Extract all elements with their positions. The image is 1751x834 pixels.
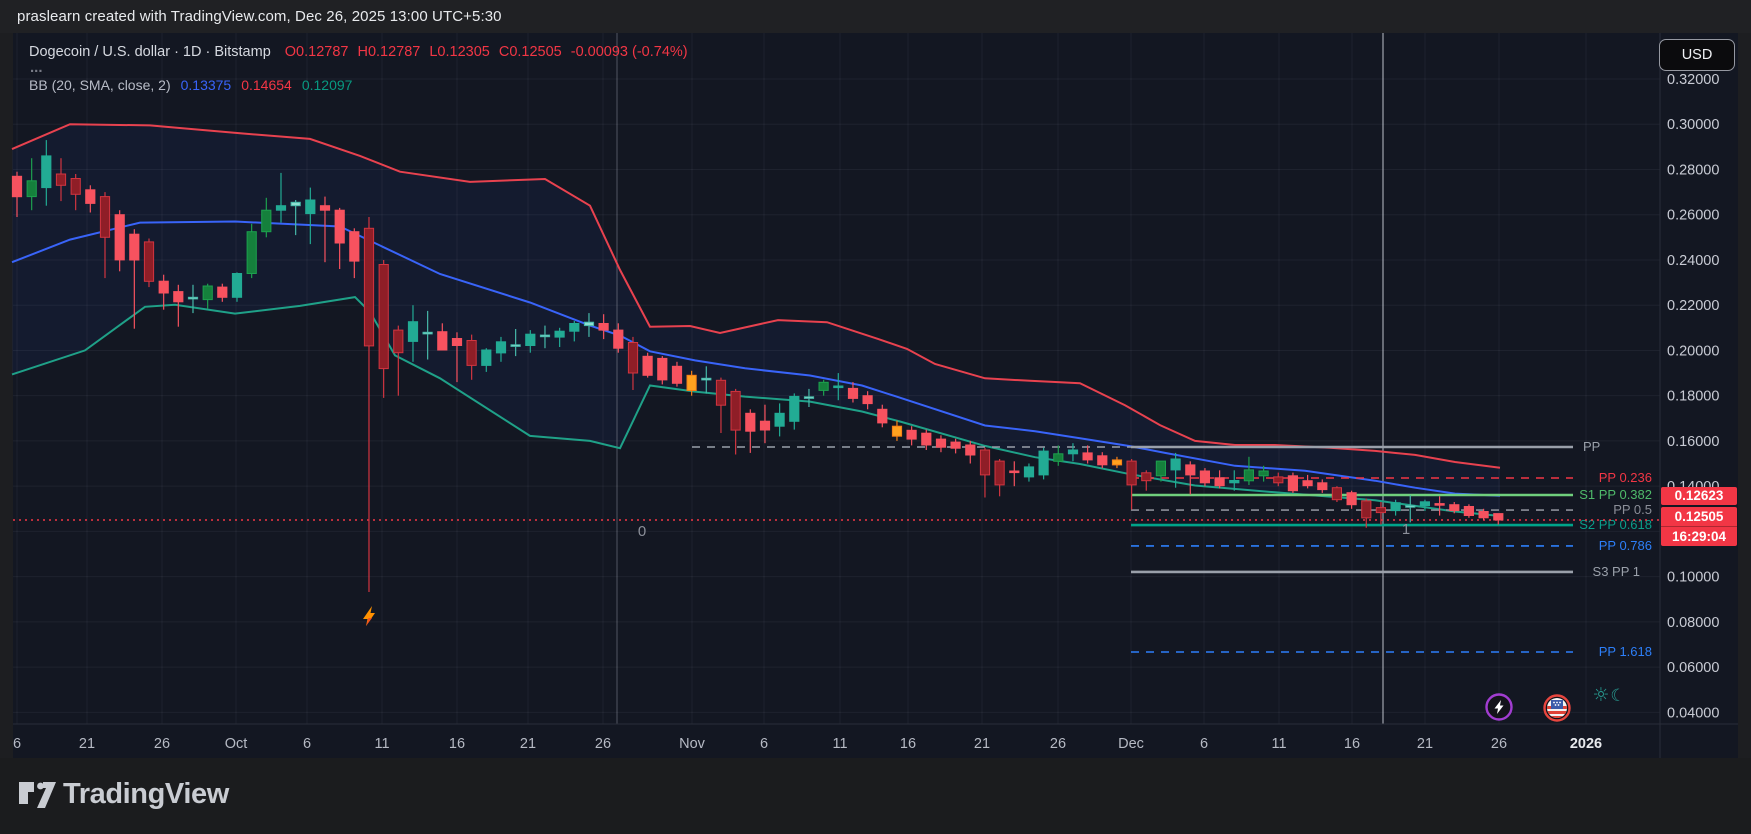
bar-countdown: 16:29:04 (1661, 526, 1737, 546)
svg-text:☾: ☾ (1610, 686, 1625, 706)
chart-legend: Dogecoin / U.S. dollar · 1D · Bitstamp O… (29, 44, 697, 93)
svg-text:0.26000: 0.26000 (1667, 208, 1719, 224)
bb-indicator-label: BB (20, SMA, close, 2) (29, 77, 171, 93)
svg-text:21: 21 (79, 736, 95, 752)
bollinger-band-fill (12, 124, 1500, 516)
svg-text:PP: PP (1583, 439, 1600, 454)
bb-indicator-row[interactable]: BB (20, SMA, close, 2) 0.13375 0.14654 0… (29, 77, 697, 93)
us-flag-event-icon[interactable] (1543, 694, 1571, 722)
svg-text:Nov: Nov (679, 736, 706, 752)
svg-text:21: 21 (974, 736, 990, 752)
svg-text:S3 PP 1: S3 PP 1 (1593, 564, 1640, 579)
bb-upper-value: 0.14654 (241, 77, 292, 93)
svg-text:0.20000: 0.20000 (1667, 343, 1719, 359)
high-value: H0.12787 (357, 44, 421, 60)
svg-text:6: 6 (1200, 736, 1208, 752)
svg-text:0.04000: 0.04000 (1667, 705, 1719, 721)
low-value: L0.12305 (429, 44, 490, 60)
svg-text:PP 0.236: PP 0.236 (1599, 470, 1652, 485)
footer-bar: TradingView (0, 758, 1751, 834)
bollinger-upper-line (11, 123, 1501, 469)
svg-text:16: 16 (900, 736, 916, 752)
chart-annotation-1: 1 (1402, 521, 1410, 538)
svg-text:PP 0.5: PP 0.5 (1613, 502, 1652, 517)
svg-text:26: 26 (595, 736, 611, 752)
svg-text:S1 PP 0.382: S1 PP 0.382 (1579, 487, 1652, 502)
svg-text:6: 6 (760, 736, 768, 752)
tradingview-brand-text[interactable]: TradingView (63, 778, 229, 810)
svg-text:21: 21 (1417, 736, 1433, 752)
volatility-event-icon[interactable] (1485, 693, 1513, 721)
svg-text:0.22000: 0.22000 (1667, 298, 1719, 314)
change-value: -0.00093 (-0.74%) (570, 44, 688, 60)
svg-text:21: 21 (520, 736, 536, 752)
svg-text:11: 11 (832, 736, 847, 752)
svg-text:☼: ☼ (1592, 684, 1609, 706)
svg-text:0.08000: 0.08000 (1667, 615, 1719, 631)
svg-text:PP 0.786: PP 0.786 (1599, 538, 1652, 553)
svg-text:0.28000: 0.28000 (1667, 163, 1719, 179)
svg-text:2026: 2026 (1570, 736, 1602, 752)
chart-background (13, 33, 1738, 758)
svg-text:6: 6 (303, 736, 311, 752)
price-axis[interactable]: 0.32000 0.30000 0.28000 0.26000 0.24000 0.220… (1667, 72, 1719, 721)
bb-lower-value: 0.12097 (301, 77, 353, 93)
svg-text:0.30000: 0.30000 (1667, 117, 1719, 133)
svg-text:PP 1.618: PP 1.618 (1599, 644, 1652, 659)
svg-text:0.06000: 0.06000 (1667, 660, 1719, 676)
svg-text:0.16000: 0.16000 (1667, 434, 1719, 450)
svg-text:16: 16 (449, 736, 465, 752)
svg-text:11: 11 (1271, 736, 1286, 752)
attribution-bar: praslearn created with TradingView.com, … (0, 0, 1751, 33)
svg-text:Dec: Dec (1118, 736, 1144, 752)
svg-text:26: 26 (1491, 736, 1507, 752)
svg-text:26: 26 (154, 736, 170, 752)
svg-text:0.24000: 0.24000 (1667, 253, 1719, 269)
tradingview-logo-icon[interactable] (17, 780, 59, 815)
close-value: C0.12505 (498, 44, 562, 60)
last-price-value: 0.12505 (1674, 509, 1724, 524)
time-axis[interactable]: 6 21 26 Oct 6 11 16 21 26 Nov 6 11 16 21 26 Dec 6 11 16 21 2… (13, 736, 1602, 752)
bb-basis-value: 0.13375 (180, 77, 232, 93)
svg-text:S2 PP 0.618: S2 PP 0.618 (1579, 517, 1652, 532)
svg-text:11: 11 (374, 736, 389, 752)
secondary-price-badge: 0.12623 (1661, 487, 1737, 505)
grid-lines (13, 33, 1660, 724)
lightning-bolt-icon (363, 606, 375, 626)
bollinger-lower-line (11, 296, 1501, 517)
currency-toggle-button[interactable]: USD (1659, 39, 1735, 71)
svg-text:0.32000: 0.32000 (1667, 72, 1719, 88)
symbol-title[interactable]: Dogecoin / U.S. dollar · 1D · Bitstamp (29, 44, 271, 60)
last-price-badge: 0.12505 16:29:04 (1661, 507, 1737, 546)
symbol-row: Dogecoin / U.S. dollar · 1D · Bitstamp O… (29, 44, 697, 60)
svg-text:0.10000: 0.10000 (1667, 570, 1719, 586)
legend-overflow-icon[interactable]: ... (30, 59, 43, 76)
attribution-text: praslearn created with TradingView.com, … (17, 8, 502, 25)
svg-text:16: 16 (1344, 736, 1360, 752)
open-value: O0.12787 (284, 44, 349, 60)
sun-moon-icon[interactable]: ☼ ☾ (1592, 684, 1625, 706)
svg-text:0.18000: 0.18000 (1667, 389, 1719, 405)
svg-text:26: 26 (1050, 736, 1066, 752)
svg-text:Oct: Oct (225, 736, 248, 752)
svg-text:6: 6 (13, 736, 21, 752)
candles-layer (11, 140, 1504, 592)
chart-annotation-0: 0 (638, 523, 646, 540)
